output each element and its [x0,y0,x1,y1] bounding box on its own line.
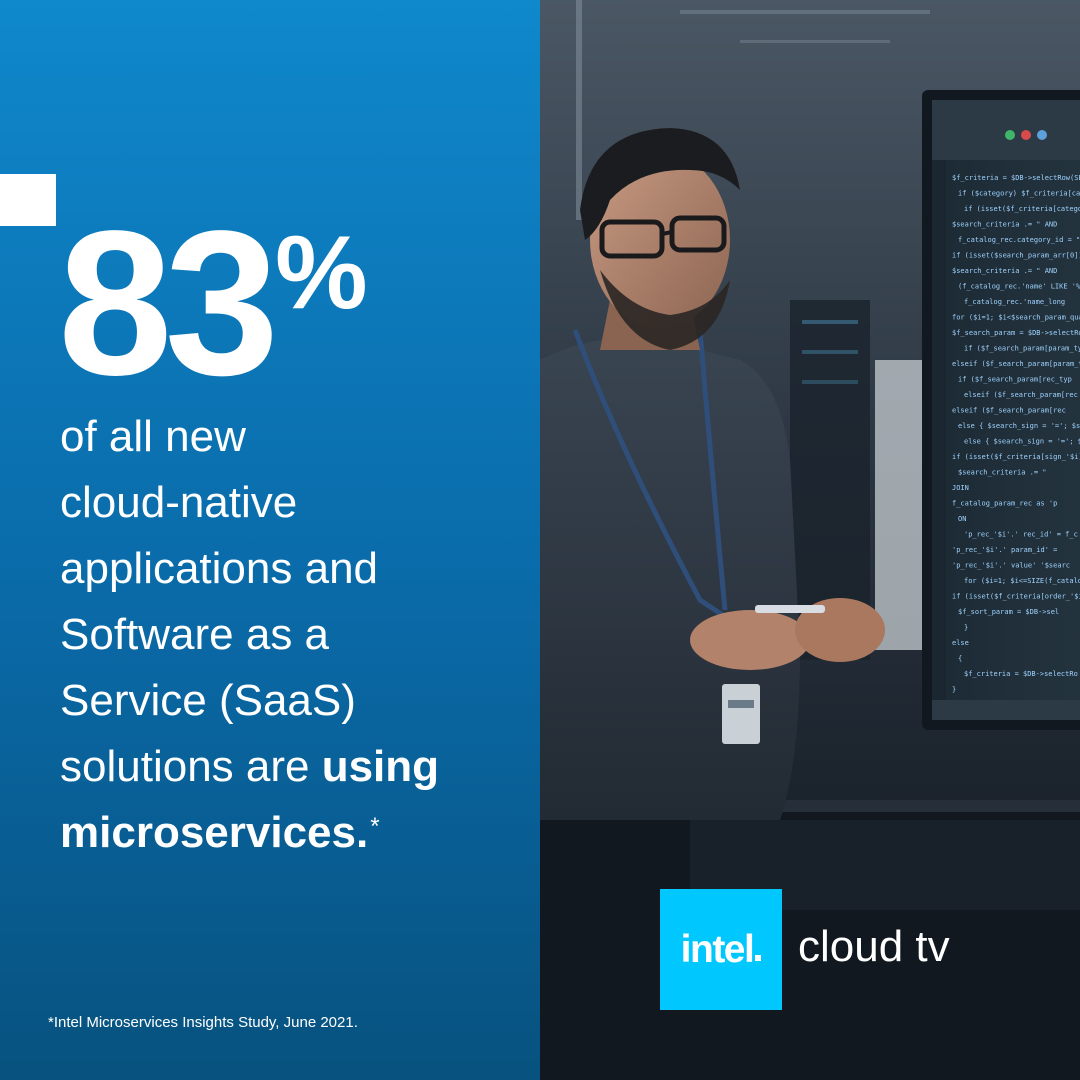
footnote: *Intel Microservices Insights Study, Jun… [48,1014,358,1031]
code-line: JOIN [952,484,969,492]
code-line: ON [958,515,966,523]
hero-photo: $f_criteria = $DB->selectRow(SELECT if ($… [540,0,1080,1080]
code-line: elseif ($f_search_param[param_ty [952,360,1080,368]
code-line: { [958,655,962,663]
code-line: f_catalog_param_rec as 'p [952,500,1057,508]
code-line: $search_criteria .= " AND [952,267,1057,275]
code-line: for ($i=1; $i<$search_param_quantity; $ [952,314,1080,322]
code-line: else { $search_sign = '='; $search [964,438,1080,446]
code-line: (f_catalog_rec.'name' LIKE '% [958,283,1080,291]
statement-emphasis: using [321,742,440,791]
stat-panel: 83% of all new cloud-native applications… [0,0,540,1080]
code-line: if ($category) $f_criteria[category_id] … [958,190,1080,198]
code-listing: $f_criteria = $DB->selectRow(SELECT if ($… [952,174,1080,694]
intel-logo-text: intel [680,927,755,971]
code-line: } [964,624,968,632]
code-line: else { $search_sign = '='; $sear [958,422,1080,430]
code-line: if (isset($search_param_arr[0]) && [952,252,1080,260]
statement-line: cloud-native [60,478,298,527]
footnote-marker: * [370,813,380,840]
code-line: elseif ($f_search_param[rec [952,407,1066,415]
code-line: for ($i=1; $i<=SIZE(f_catalog[]) incl [964,577,1080,585]
code-line: if ($f_search_param[rec_typ [958,376,1072,384]
stat-statement: of all new cloud-native applications and… [60,404,530,866]
code-line: 'p_rec_'$i'.' rec_id' = f_c [964,531,1078,539]
code-line: if (isset($f_criteria[order_'$i]) & [952,593,1080,601]
code-line: 'p_rec_'$i'.' value' '$searc [952,562,1070,570]
code-line: f_catalog_rec.'name_long [964,298,1065,306]
big-stat: 83% [58,200,368,406]
code-line: } [952,686,956,694]
stat-unit: % [275,215,368,331]
code-line: $f_criteria = $DB->selectRow(SELECT [952,174,1080,182]
code-line: $search_criteria .= " AND [952,221,1057,229]
statement-emphasis: microservices. [60,808,369,857]
corner-square [0,174,56,226]
statement-line: solutions are [60,742,322,791]
code-line: else [952,639,969,647]
intel-logo-dot [755,954,762,961]
stat-value: 83 [58,188,279,418]
statement-line: of all new [60,412,246,461]
photo-illustration: $f_criteria = $DB->selectRow(SELECT if ($… [540,0,1080,1080]
code-line: $f_criteria = $DB->selectRo [964,670,1078,678]
code-line: 'p_rec_'$i'.' param_id' = [952,546,1057,554]
code-line: if (isset($f_criteria[sign_'$i] && [952,453,1080,461]
code-line: elseif ($f_search_param[rec [964,391,1078,399]
statement-line: Service (SaaS) [60,676,356,725]
code-line: $search_criteria .= " [958,469,1047,477]
statement-line: applications and [60,544,379,593]
code-line: $f_search_param = $DB->selectRow [952,329,1080,337]
code-line: f_catalog_rec.category_id = "$ [958,236,1080,244]
intel-logo: intel [660,889,782,1010]
brand-suffix: cloud tv [798,922,950,971]
code-line: $f_sort_param = $DB->sel [958,608,1059,616]
statement-line: Software as a [60,610,330,659]
code-line: if (isset($f_criteria[category_id]) && [964,205,1080,213]
